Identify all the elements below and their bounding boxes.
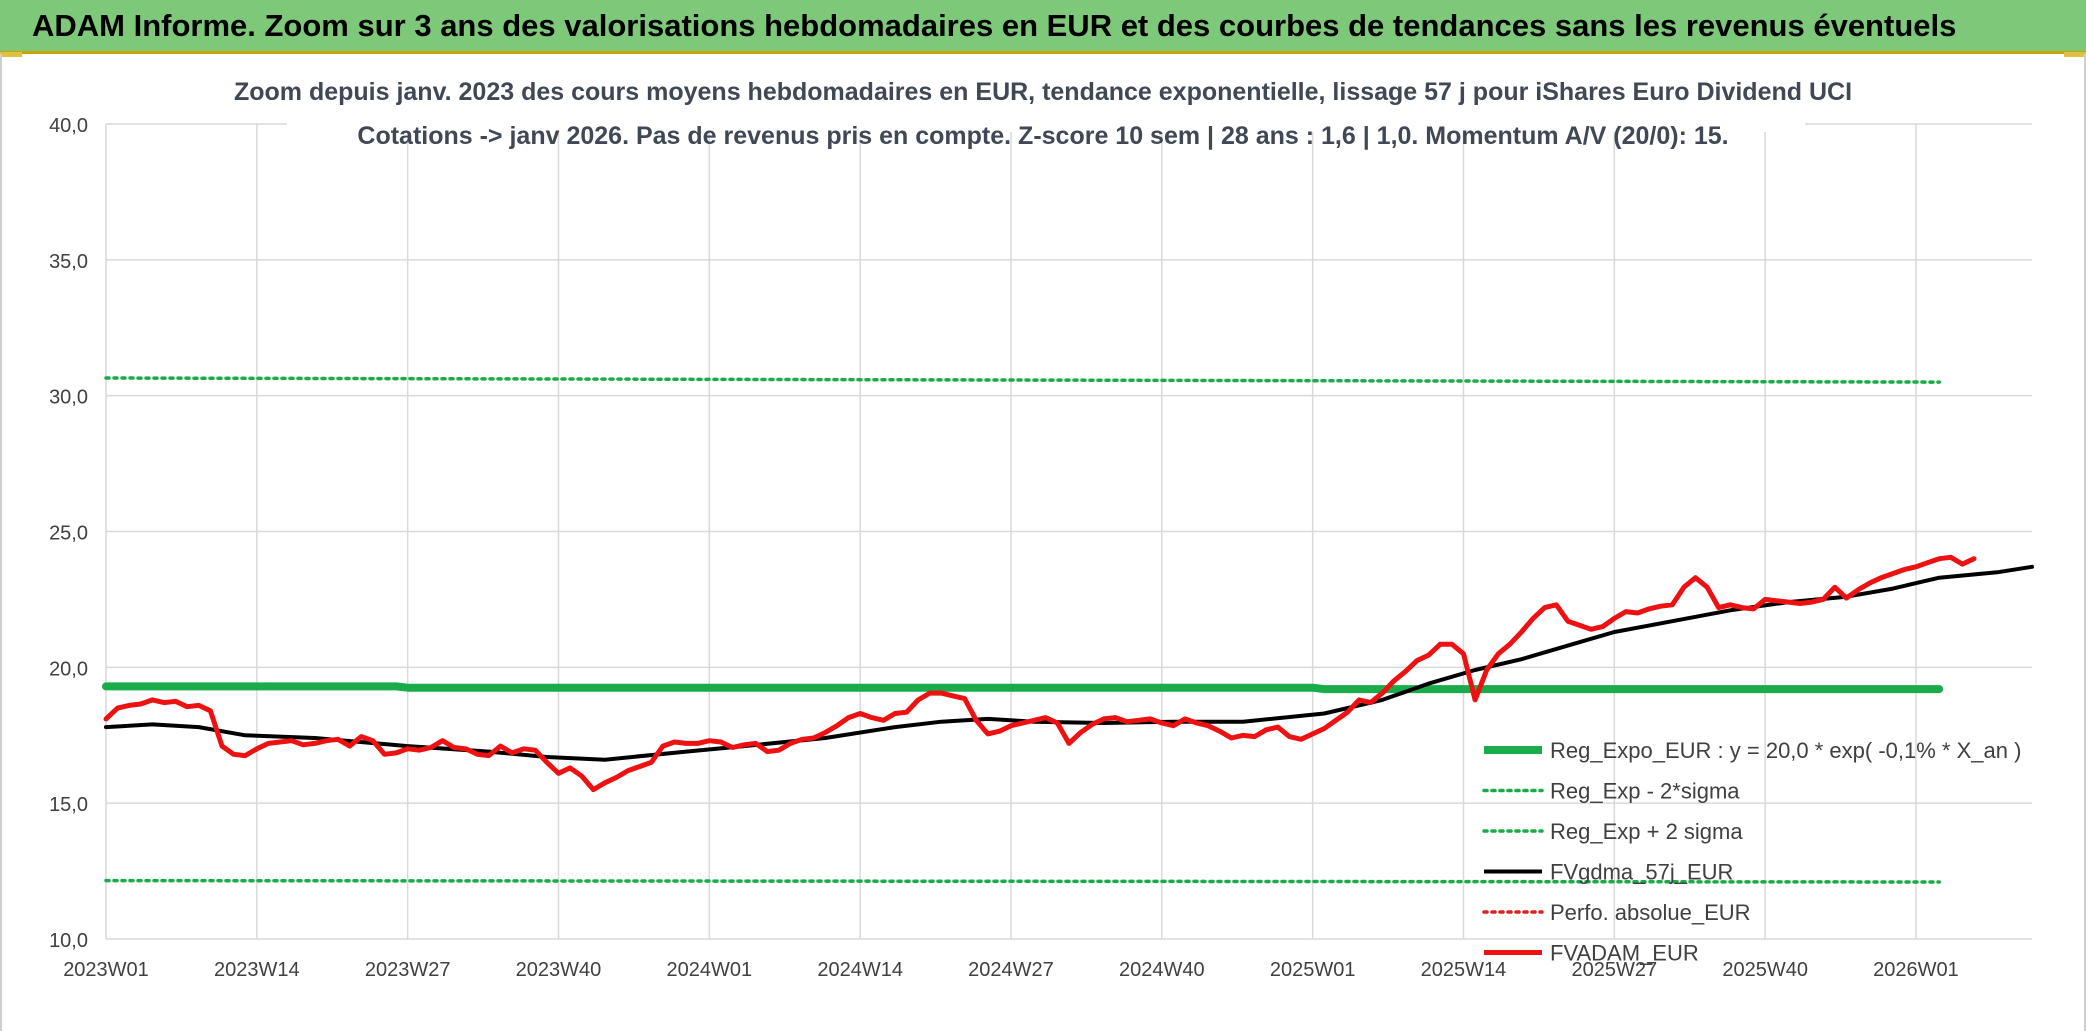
legend-label: Perfo. absolue_EUR (1550, 900, 1751, 925)
y-tick-label: 40,0 (49, 115, 88, 137)
x-tick-label: 2024W27 (968, 959, 1054, 981)
y-tick-label: 25,0 (49, 523, 88, 545)
chart-frame: 10,0 15,0 20,0 25,0 30,0 35,0 40,0 2023W01 2023… (0, 54, 2086, 1031)
title-background (287, 60, 1805, 132)
x-tick-label: 2026W01 (1873, 959, 1959, 981)
line-chart: 10,015,020,025,030,035,040,0 2023W01 2023… (49, 60, 2034, 981)
x-tick-label: 2025W01 (1270, 959, 1356, 981)
y-axis-ticks: 10,0 15,0 20,0 25,0 30,0 35,0 40,0 (49, 115, 88, 952)
y-tick-label: 20,0 (49, 658, 88, 680)
series-line (104, 878, 1941, 884)
x-axis-ticks: 2023W01 2023W14 2023W27 2023W40 2024W01 2024W… (63, 959, 1959, 981)
legend-label: Reg_Exp + 2 sigma (1550, 819, 1743, 844)
series-line (103, 554, 1977, 793)
legend-label: Reg_Exp - 2*sigma (1550, 779, 1740, 804)
y-tick-label: 10,0 (49, 930, 88, 952)
x-tick-label: 2025W27 (1572, 959, 1658, 981)
x-tick-label: 2024W40 (1119, 959, 1205, 981)
legend-label: Reg_Expo_EUR : y = 20,0 * exp( -0,1% * X… (1550, 738, 2021, 763)
y-tick-label: 15,0 (49, 794, 88, 816)
x-tick-label: 2023W14 (214, 959, 300, 981)
series-line (104, 376, 1941, 384)
report-header: ADAM Informe. Zoom sur 3 ans des valoris… (0, 0, 2086, 54)
series-line (102, 682, 1944, 694)
series-line (104, 564, 2034, 762)
corner-mark-left (0, 52, 22, 57)
x-tick-label: 2023W27 (365, 959, 451, 981)
y-tick-label: 35,0 (49, 251, 88, 273)
chart-subtitle: Cotations -> janv 2026. Pas de revenus p… (357, 122, 1728, 150)
x-tick-label: 2024W01 (667, 959, 753, 981)
x-tick-label: 2024W14 (817, 959, 903, 981)
y-tick-label: 30,0 (49, 387, 88, 409)
chart-titles: Zoom depuis janv. 2023 des cours moyens … (234, 60, 1852, 150)
chart-legend: Reg_Expo_EUR : y = 20,0 * exp( -0,1% * X… (1482, 738, 2021, 966)
x-tick-label: 2023W01 (63, 959, 149, 981)
series-lines (102, 376, 2034, 884)
legend-label: FVgdma_57j_EUR (1550, 860, 1733, 885)
grid-lines (105, 123, 2032, 940)
x-tick-label: 2025W14 (1421, 959, 1507, 981)
x-tick-label: 2023W40 (516, 959, 602, 981)
chart-title: Zoom depuis janv. 2023 des cours moyens … (234, 78, 1852, 106)
legend-label: FVADAM_EUR (1550, 941, 1699, 966)
report-title: ADAM Informe. Zoom sur 3 ans des valoris… (32, 8, 1957, 43)
x-tick-label: 2025W40 (1722, 959, 1808, 981)
corner-mark-right (2064, 52, 2086, 57)
